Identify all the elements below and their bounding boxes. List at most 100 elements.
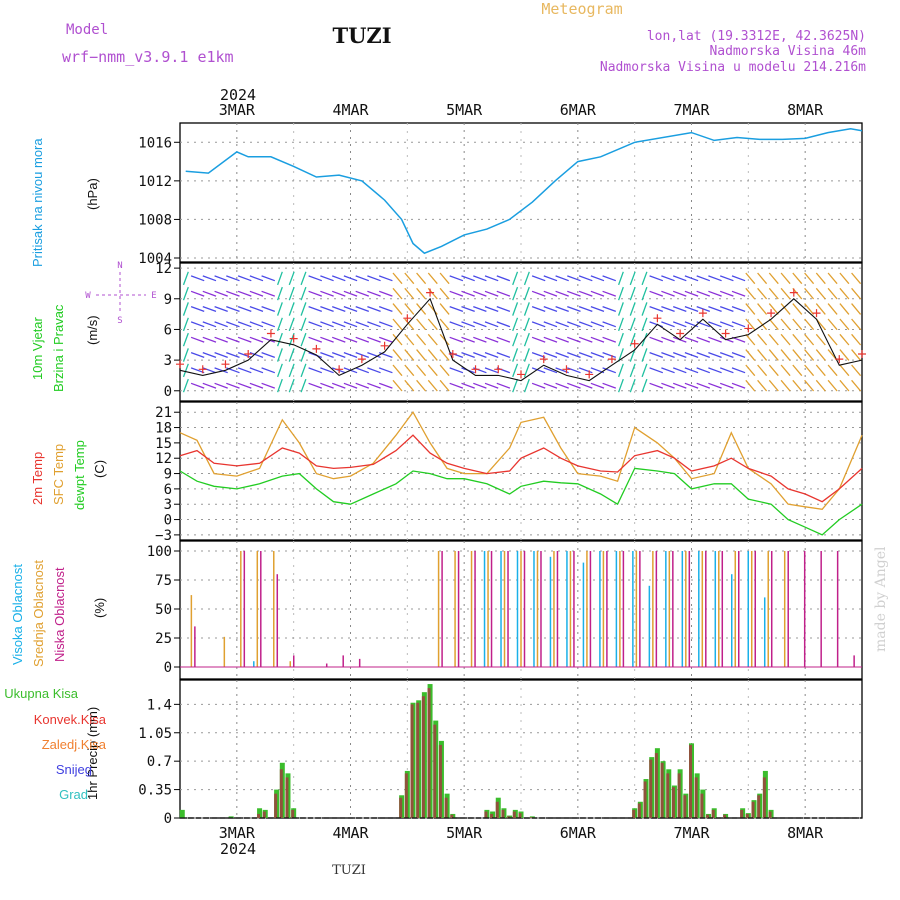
wind-arrow — [261, 367, 276, 374]
wind-arrow — [708, 321, 722, 328]
wind-arrow — [473, 351, 487, 359]
wind-arrow — [427, 303, 438, 315]
wind-arrow — [416, 287, 427, 300]
wind-arrow — [404, 303, 415, 315]
wind-arrow — [555, 351, 569, 359]
wind-arrow — [578, 336, 593, 343]
wind-arrow — [190, 351, 205, 359]
wind-arrow — [804, 272, 815, 285]
y-tick-label: 1012 — [138, 174, 172, 190]
wind-arrow — [249, 305, 264, 313]
wind-arrow — [226, 321, 240, 328]
wind-ylabel-1: 10m Vjetar — [30, 316, 45, 380]
wind-arrow — [288, 363, 295, 378]
y-tick-label: 12 — [155, 451, 172, 467]
wind-arrow — [839, 303, 850, 315]
wind-arrow — [392, 303, 403, 315]
wind-arrow — [851, 287, 862, 300]
wind-arrow — [567, 305, 581, 313]
wind-arrow — [696, 367, 711, 374]
wind-arrow — [378, 321, 393, 328]
wind-arrow — [237, 275, 252, 282]
wind-arrow — [343, 275, 358, 282]
wind-arrow — [439, 364, 450, 377]
wind-arrow — [249, 321, 264, 328]
wind-arrow — [531, 382, 546, 389]
wind-compass: N S W E — [85, 261, 156, 326]
wind-arrow — [768, 349, 779, 361]
wind-arrow — [300, 363, 307, 378]
wind-arrow — [827, 318, 838, 331]
wind-arrow — [617, 332, 624, 347]
wind-arrow — [672, 290, 687, 297]
gust-marker — [539, 355, 548, 364]
wind-arrow — [484, 290, 499, 297]
wind-arrow — [617, 378, 624, 393]
cloud-ylabel-2: Srednja Oblacnost — [31, 560, 46, 667]
cloud-ylabel-3: Niska Oblacnost — [52, 567, 67, 662]
wind-arrow — [496, 382, 511, 389]
wind-arrow — [804, 303, 815, 315]
wind-arrow — [439, 333, 450, 346]
wind-arrow — [182, 317, 189, 332]
wind-arrow — [804, 349, 815, 361]
wind-arrow — [768, 333, 779, 346]
wind-arrow — [804, 333, 815, 346]
convective-precip-bar — [649, 759, 653, 818]
wind-arrow — [567, 336, 581, 343]
panel-frame — [179, 122, 863, 263]
wind-arrow — [708, 305, 722, 313]
total-precip-bar — [228, 816, 234, 818]
wind-arrow — [439, 287, 450, 300]
wind-arrow — [182, 332, 189, 347]
wind-arrow — [378, 336, 393, 343]
wind-arrow — [367, 351, 381, 359]
top-day-label: 7MAR — [673, 101, 710, 119]
wind-arrow — [512, 271, 519, 286]
wind-arrow — [404, 364, 415, 377]
wind-arrow — [641, 302, 648, 316]
wind-arrow — [567, 351, 581, 359]
wind-arrow — [629, 378, 636, 393]
wind-arrow — [602, 351, 617, 359]
wind-arrow — [672, 305, 687, 313]
wind-arrow — [261, 382, 276, 389]
wind-arrow — [237, 351, 252, 359]
compass-n: N — [117, 261, 122, 271]
wind-arrow — [276, 317, 283, 332]
wind-arrow — [672, 351, 687, 359]
wind-arrow — [449, 275, 464, 282]
wind-arrow — [780, 318, 791, 331]
wind-arrow — [202, 351, 217, 359]
y-tick-label: 9 — [164, 292, 172, 308]
wind-arrow — [641, 271, 648, 286]
wind-arrow — [484, 367, 499, 374]
gust-marker — [698, 309, 707, 318]
wind-arrow — [827, 303, 838, 315]
wind-arrow — [567, 382, 581, 389]
wind-arrow — [473, 321, 487, 328]
wind-arrow — [439, 318, 450, 331]
y-tick-label: 18 — [155, 421, 172, 437]
wind-arrow — [392, 364, 403, 377]
gust-marker — [380, 341, 389, 350]
y-tick-label: 0.35 — [138, 783, 172, 799]
wind-arrow — [731, 290, 746, 297]
y-tick-label: 0.7 — [147, 754, 172, 770]
convective-precip-bar — [706, 814, 710, 818]
wind-arrow — [404, 349, 415, 361]
wind-arrow — [392, 287, 403, 300]
wind-arrow — [617, 348, 624, 362]
cloud-ylabel-1: Visoka Oblacnost — [10, 564, 25, 665]
total-precip-bar — [179, 809, 185, 818]
gust-marker — [517, 370, 525, 379]
wind-arrow — [531, 275, 546, 282]
gust-marker — [812, 309, 821, 318]
gust-marker — [744, 324, 753, 333]
wind-arrow — [792, 379, 803, 392]
wind-arrow — [404, 379, 415, 392]
wind-arrow — [629, 317, 636, 332]
convective-precip-bar — [262, 811, 266, 818]
bottom-day-label: 3MAR — [219, 824, 256, 842]
wind-arrow — [531, 305, 546, 313]
